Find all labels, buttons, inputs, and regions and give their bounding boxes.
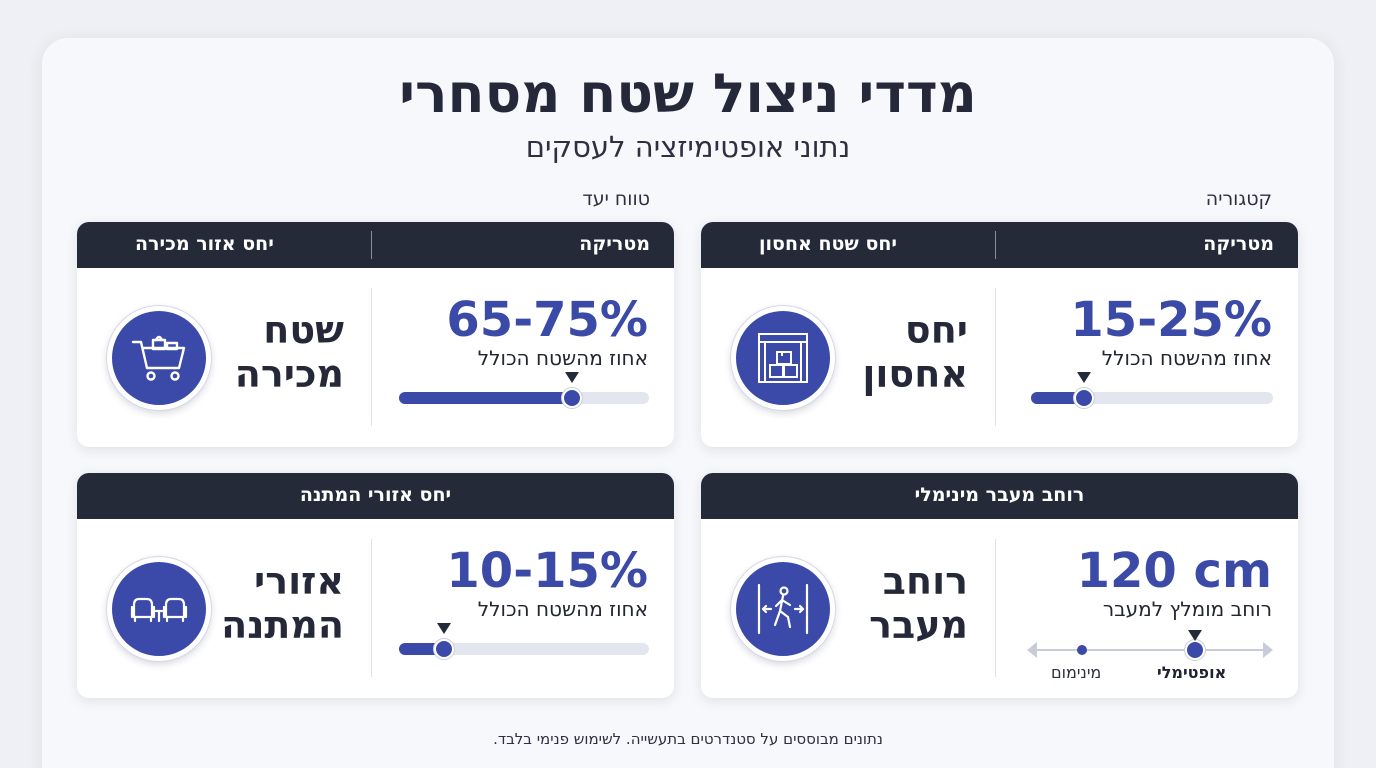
page-subtitle: נתוני אופטימיזציה לעסקים (525, 130, 851, 164)
aisle-range-line (1031, 649, 1271, 651)
storage-ratio-card: מטריקה יחס שטח אחסון 15-25% אחוז מהשטח ה… (701, 222, 1298, 447)
category-label-line2: אחסון (862, 352, 968, 396)
category-label-line1: רוחב (882, 559, 968, 603)
progress-knob (434, 639, 454, 659)
range-arrow-right (1263, 642, 1273, 658)
metric-caption: אחוז מהשטח הכולל (477, 346, 648, 370)
progress-track (399, 372, 649, 408)
optimal-marker (1188, 630, 1202, 641)
target-marker (564, 372, 579, 383)
progress-fill (399, 643, 444, 655)
range-arrow-left (1027, 642, 1037, 658)
category-label: שטח מכירה (235, 308, 344, 396)
category-label-line2: מעבר (869, 603, 968, 647)
header-divider (995, 231, 996, 259)
card-divider (371, 539, 372, 677)
footnote: נתונים מבוססים על סטנדרטים בתעשייה. לשימ… (493, 730, 883, 748)
shopping-cart-icon (131, 335, 186, 381)
minimum-point (1077, 645, 1087, 655)
header-title: יחס אזור מכירה (135, 233, 274, 255)
range-label-optimal: אופטימלי (1157, 663, 1227, 682)
storage-icon-badge (731, 306, 835, 410)
metric-caption: אחוז מהשטח הכולל (477, 597, 648, 621)
metric-caption: רוחב מומלץ למעבר (1102, 597, 1272, 621)
category-label: יחס אחסון (862, 308, 968, 396)
card-divider (995, 288, 996, 426)
card-divider (995, 539, 996, 677)
progress-knob (1074, 388, 1095, 408)
category-label-line2: המתנה (221, 603, 344, 647)
range-label-minimum: מינימום (1051, 663, 1102, 682)
progress-track (399, 623, 649, 659)
storage-boxes-icon (758, 333, 808, 383)
walking-person-icon (757, 583, 809, 635)
sales-icon-badge (107, 306, 211, 410)
target-marker (437, 623, 451, 634)
card-header: רוחב מעבר מינימלי (701, 473, 1298, 519)
metric-value: 10-15% (446, 543, 648, 599)
progress-knob (561, 388, 582, 408)
column-label-category: קטגוריה (1205, 188, 1272, 210)
progress-fill (1031, 392, 1085, 404)
header-title: רוחב מעבר מינימלי (914, 484, 1085, 506)
progress-track (1031, 372, 1273, 408)
card-divider (371, 288, 372, 426)
sales-area-card: מטריקה יחס אזור מכירה 65-75% אחוז מהשטח … (77, 222, 674, 447)
category-label: רוחב מעבר (869, 559, 968, 647)
target-marker (1077, 372, 1092, 383)
aisle-width-card: רוחב מעבר מינימלי 120 cm רוחב מומלץ למעב… (701, 473, 1298, 698)
category-label-line2: מכירה (234, 352, 344, 396)
waiting-area-card: יחס אזורי המתנה 10-15% אחוז מהשטח הכולל … (77, 473, 674, 698)
aisle-icon-badge (731, 557, 835, 661)
card-header: מטריקה יחס אזור מכירה (77, 222, 674, 268)
header-title: יחס שטח אחסון (759, 233, 898, 255)
metric-caption: אחוז מהשטח הכולל (1101, 346, 1272, 370)
header-metric: מטריקה (579, 233, 650, 255)
category-label-line1: יחס (904, 308, 968, 352)
card-header: יחס אזורי המתנה (77, 473, 674, 519)
category-label-line1: שטח (263, 308, 344, 352)
page-title: מדדי ניצול שטח מסחרי (399, 62, 977, 125)
column-label-target-range: טווח יעד (582, 188, 650, 210)
header-title: יחס אזורי המתנה (299, 484, 452, 506)
progress-fill (399, 392, 572, 404)
optimal-point (1185, 640, 1205, 660)
header-divider (371, 231, 372, 259)
waiting-icon-badge (107, 557, 211, 661)
armchairs-icon (130, 597, 188, 623)
metric-value: 65-75% (446, 292, 648, 348)
metric-value: 120 cm (1076, 543, 1272, 599)
header-metric: מטריקה (1203, 233, 1274, 255)
metric-value: 15-25% (1070, 292, 1272, 348)
card-header: מטריקה יחס שטח אחסון (701, 222, 1298, 268)
category-label: אזורי המתנה (221, 559, 344, 647)
category-label-line1: אזורי (254, 559, 344, 603)
